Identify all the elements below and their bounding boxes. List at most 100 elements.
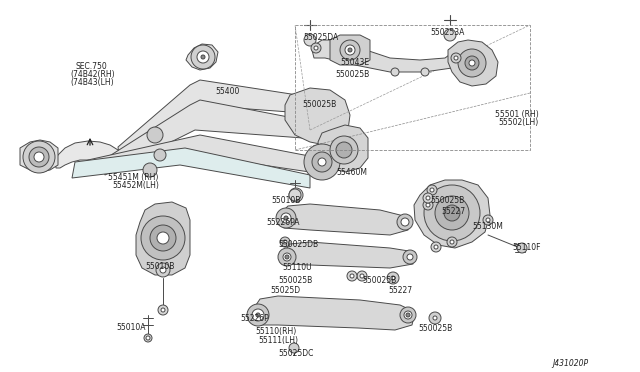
Text: SEC.750: SEC.750 [75, 62, 107, 71]
Polygon shape [100, 100, 330, 175]
Text: 550025B: 550025B [302, 100, 336, 109]
Polygon shape [136, 202, 190, 275]
Circle shape [330, 136, 358, 164]
Circle shape [144, 334, 152, 342]
Polygon shape [118, 80, 330, 162]
Text: 55451M (RH): 55451M (RH) [108, 173, 158, 182]
Circle shape [350, 274, 354, 278]
Circle shape [156, 263, 170, 277]
Circle shape [161, 308, 165, 312]
Text: 550025B: 550025B [362, 276, 396, 285]
Text: (74B42(RH): (74B42(RH) [70, 70, 115, 79]
Circle shape [314, 46, 318, 50]
Circle shape [391, 276, 395, 280]
Circle shape [433, 316, 437, 320]
Text: 55010B: 55010B [271, 196, 300, 205]
Text: 55227: 55227 [388, 286, 412, 295]
Polygon shape [448, 40, 498, 86]
Circle shape [283, 253, 291, 261]
Polygon shape [312, 40, 460, 72]
Circle shape [304, 144, 340, 180]
Circle shape [285, 255, 289, 259]
Polygon shape [280, 242, 415, 268]
Text: 55110F: 55110F [512, 243, 541, 252]
Circle shape [435, 196, 469, 230]
Text: (74B43(LH): (74B43(LH) [70, 78, 114, 87]
Text: 55025D: 55025D [270, 286, 300, 295]
Circle shape [451, 53, 461, 63]
Circle shape [450, 240, 454, 244]
Text: 55110U: 55110U [282, 263, 312, 272]
Circle shape [146, 336, 150, 340]
Circle shape [160, 267, 166, 273]
Circle shape [434, 245, 438, 249]
Circle shape [427, 185, 437, 195]
Text: J431020P: J431020P [552, 359, 588, 368]
Text: 55227: 55227 [441, 207, 465, 216]
Text: 550025DB: 550025DB [278, 240, 318, 249]
Text: 550025B: 550025B [418, 324, 452, 333]
Polygon shape [278, 204, 410, 235]
Text: 55010B: 55010B [145, 262, 174, 271]
Polygon shape [285, 88, 350, 145]
Circle shape [397, 214, 413, 230]
Circle shape [345, 45, 355, 55]
Circle shape [311, 43, 321, 53]
Polygon shape [186, 44, 218, 70]
Circle shape [256, 313, 260, 317]
Polygon shape [318, 125, 368, 172]
Text: 55110(RH): 55110(RH) [255, 327, 296, 336]
Polygon shape [72, 148, 310, 188]
Text: 55025DA: 55025DA [303, 33, 339, 42]
Text: 55502(LH): 55502(LH) [498, 118, 538, 127]
Circle shape [469, 60, 475, 66]
Circle shape [458, 49, 486, 77]
Text: 550253A: 550253A [430, 28, 465, 37]
Circle shape [340, 40, 360, 60]
Polygon shape [55, 141, 122, 172]
Circle shape [318, 158, 326, 166]
Circle shape [387, 272, 399, 284]
Circle shape [34, 152, 44, 162]
Circle shape [517, 243, 527, 253]
Circle shape [141, 216, 185, 260]
Polygon shape [330, 35, 370, 65]
Circle shape [280, 237, 290, 247]
Text: 55452M(LH): 55452M(LH) [112, 181, 159, 190]
Circle shape [281, 213, 291, 223]
Circle shape [447, 237, 457, 247]
Text: 55460M: 55460M [336, 168, 367, 177]
Circle shape [430, 188, 434, 192]
Circle shape [486, 218, 490, 222]
Circle shape [191, 45, 215, 69]
Circle shape [293, 192, 299, 198]
Circle shape [312, 152, 332, 172]
Bar [295, 25, 530, 150]
Circle shape [252, 309, 264, 321]
Circle shape [431, 242, 441, 252]
Text: 55226PA: 55226PA [266, 218, 300, 227]
Circle shape [406, 313, 410, 317]
Circle shape [247, 304, 269, 326]
Circle shape [276, 208, 296, 228]
Circle shape [154, 149, 166, 161]
Circle shape [444, 29, 456, 41]
Circle shape [197, 51, 209, 63]
Circle shape [29, 147, 49, 167]
Circle shape [360, 274, 364, 278]
Circle shape [407, 254, 413, 260]
Circle shape [158, 305, 168, 315]
Circle shape [147, 127, 163, 143]
Text: 55501 (RH): 55501 (RH) [495, 110, 539, 119]
Circle shape [404, 311, 412, 319]
Circle shape [157, 232, 169, 244]
Circle shape [284, 216, 288, 220]
Circle shape [283, 240, 287, 244]
Circle shape [400, 307, 416, 323]
Text: 55025DC: 55025DC [278, 349, 314, 358]
Text: 55400: 55400 [215, 87, 239, 96]
Circle shape [423, 200, 433, 210]
Circle shape [401, 218, 409, 226]
Polygon shape [248, 296, 415, 330]
Text: 550025B: 550025B [335, 70, 369, 79]
